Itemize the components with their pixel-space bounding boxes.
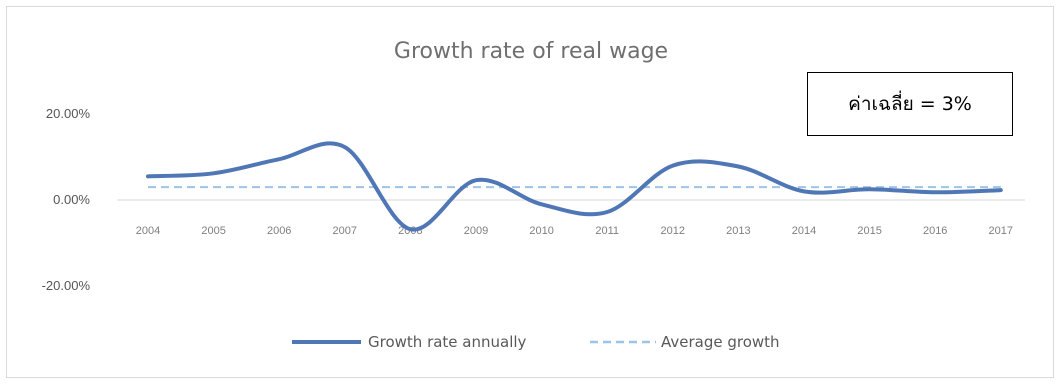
legend-label-growth-rate: Growth rate annually (368, 333, 527, 351)
x-tick-label: 2011 (595, 225, 619, 237)
y-tick-label: 0.00% (53, 192, 90, 207)
x-tick-label: 2015 (857, 225, 881, 237)
x-tick-label: 2005 (201, 225, 225, 237)
y-tick-labels: 20.00% 0.00% -20.00% (42, 106, 91, 293)
legend-label-average-growth: Average growth (661, 333, 780, 351)
legend: Growth rate annually Average growth (292, 333, 780, 351)
average-annotation-text: ค่าเฉลี่ย = 3% (848, 93, 972, 115)
chart-title: Growth rate of real wage (394, 39, 668, 64)
x-tick-label: 2014 (792, 225, 816, 237)
x-tick-label: 2010 (529, 225, 553, 237)
chart-frame (6, 6, 1054, 378)
series-line-growth-rate (146, 141, 1003, 232)
series-lines (146, 141, 1003, 232)
x-tick-label: 2004 (136, 225, 160, 237)
y-tick-label: 20.00% (46, 106, 91, 121)
x-tick-label: 2013 (726, 225, 750, 237)
x-tick-label: 2017 (989, 225, 1013, 237)
x-tick-label: 2009 (464, 225, 488, 237)
x-tick-label: 2006 (267, 225, 291, 237)
y-tick-label: -20.00% (42, 278, 91, 293)
average-annotation-box: ค่าเฉลี่ย = 3% (807, 72, 1013, 136)
x-tick-label: 2012 (661, 225, 685, 237)
x-tick-label: 2016 (923, 225, 947, 237)
x-tick-labels: 2004 2005 2006 2007 2008 2009 2010 2011 2012 2013… (136, 225, 1013, 237)
x-tick-label: 2007 (333, 225, 357, 237)
